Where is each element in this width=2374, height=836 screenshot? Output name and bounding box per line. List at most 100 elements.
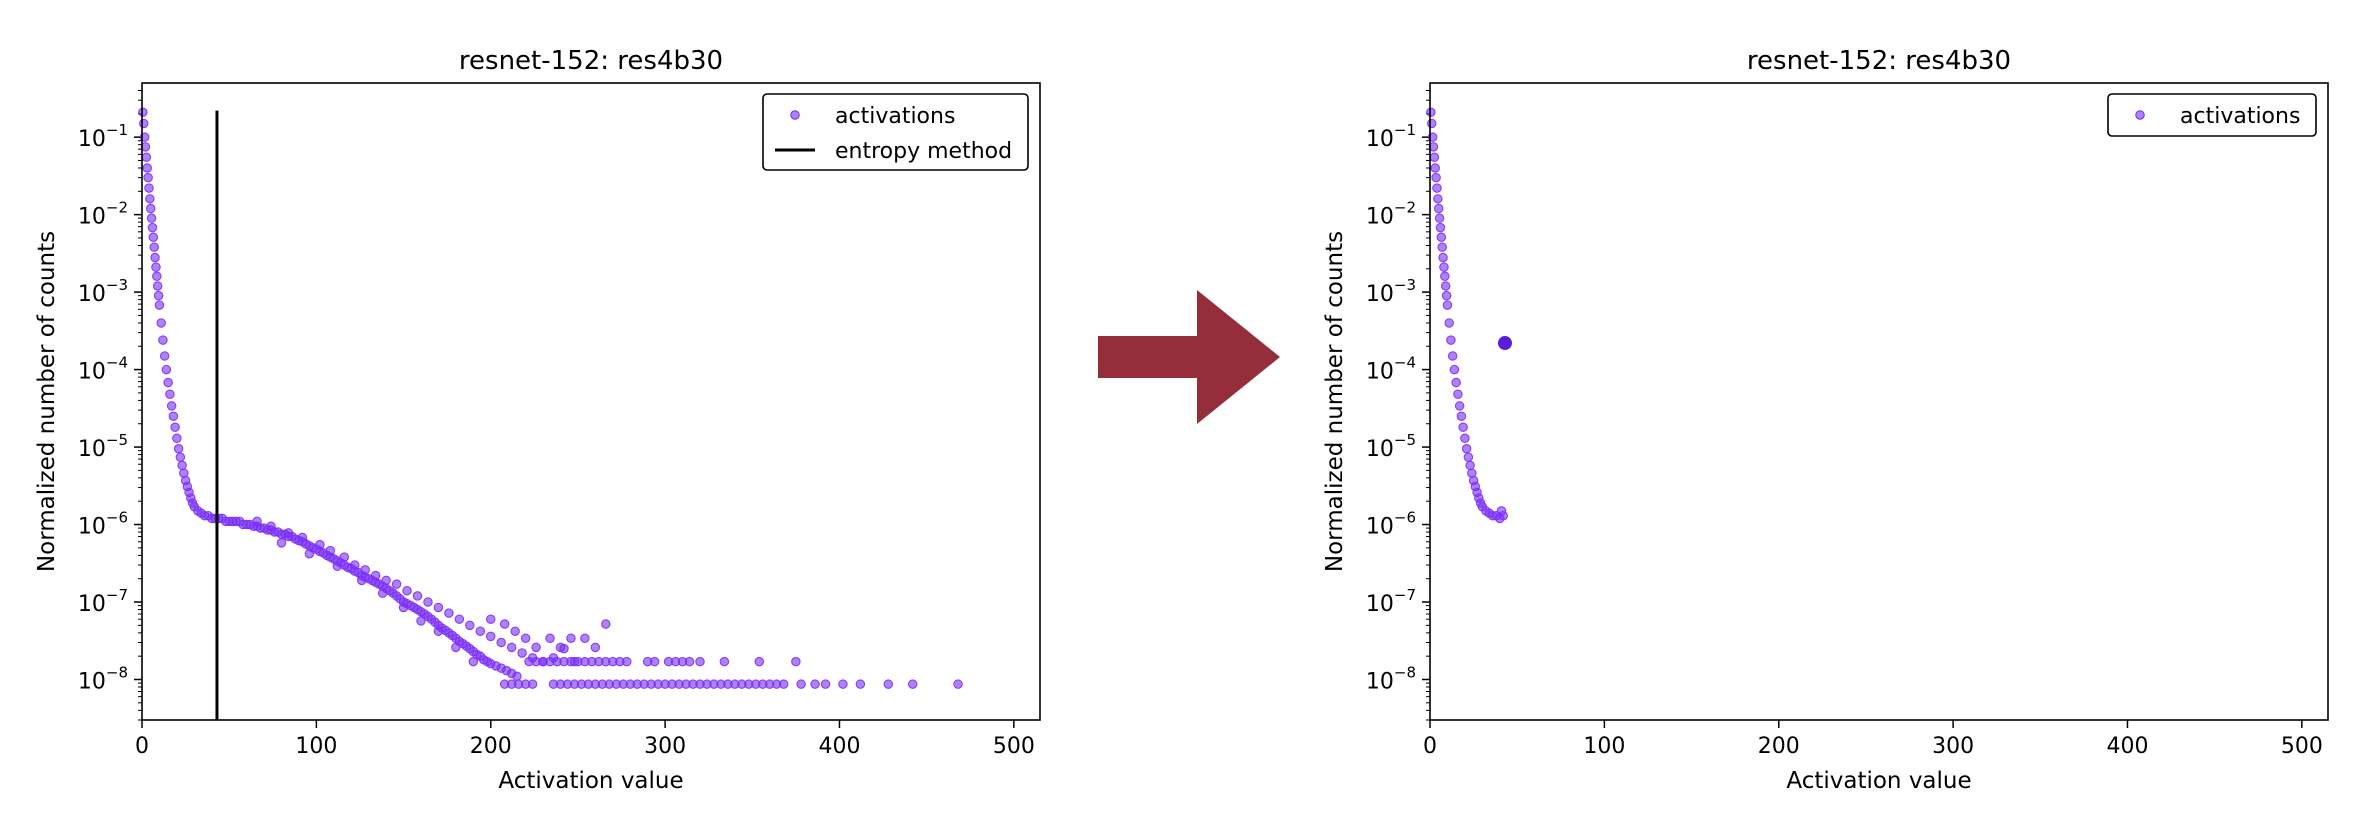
x-tick-label: 400	[818, 734, 860, 759]
y-tick-label: 10−8	[1366, 663, 1416, 694]
y-tick-exponent: −6	[106, 509, 128, 527]
activation-point	[1456, 411, 1467, 421]
activation-point	[621, 656, 632, 667]
activation-point	[148, 232, 159, 243]
activation-point	[1426, 118, 1437, 129]
activation-point	[283, 528, 294, 538]
activation-point	[545, 633, 555, 644]
y-tick-label: 10−3	[1366, 276, 1416, 307]
activation-point	[141, 152, 152, 163]
activation-point	[149, 242, 159, 252]
activation-point	[838, 679, 848, 689]
y-tick-base: 10	[1366, 360, 1394, 385]
activation-point	[1438, 252, 1448, 263]
activation-point	[1434, 213, 1445, 223]
activation-point	[499, 619, 510, 629]
legend: activations entropy method	[762, 93, 1029, 171]
activation-point	[953, 679, 963, 689]
chart-panel-2: resnet-152: res4b30 Activation value Norma…	[1322, 46, 2329, 794]
legend-label: activations	[2180, 104, 2300, 129]
chart-title: resnet-152: res4b30	[459, 46, 723, 76]
activation-point	[1440, 271, 1450, 282]
activation-point	[152, 271, 162, 282]
activation-point	[402, 585, 412, 596]
y-tick-label: 10−5	[1366, 431, 1416, 462]
activation-point	[177, 460, 187, 471]
activation-point	[512, 671, 522, 682]
activation-point	[398, 602, 409, 613]
activation-point	[370, 570, 381, 581]
y-tick-label: 10−6	[78, 509, 128, 540]
activation-point	[580, 633, 590, 644]
activation-point	[433, 626, 444, 636]
activation-point	[304, 548, 315, 559]
activation-point	[810, 679, 820, 689]
activation-point	[144, 183, 154, 193]
y-tick-base: 10	[78, 127, 106, 152]
y-tick-label: 10−1	[1366, 121, 1416, 152]
highlight-point	[1497, 336, 1512, 351]
x-tick-label: 100	[1583, 734, 1625, 759]
y-tick-base: 10	[78, 515, 106, 540]
activation-point	[719, 656, 730, 667]
activation-point	[1432, 183, 1442, 193]
y-tick-label: 10−1	[78, 121, 128, 152]
activation-point	[1429, 152, 1440, 163]
y-axis-label: Normalized number of counts	[1322, 231, 1348, 572]
activation-point	[423, 597, 433, 607]
activation-point	[159, 351, 170, 361]
activation-point	[555, 642, 566, 653]
activation-point	[1498, 510, 1508, 521]
legend-box	[762, 93, 1029, 171]
activation-point	[163, 377, 173, 388]
chart-title: resnet-152: res4b30	[1747, 46, 2011, 76]
activation-point	[1454, 401, 1465, 411]
legend-marker	[790, 110, 800, 120]
transition-arrow-icon	[1098, 290, 1280, 424]
y-tick-label: 10−4	[78, 354, 128, 385]
activation-point	[485, 631, 496, 642]
y-tick-exponent: −2	[1394, 199, 1416, 217]
legend-box	[2107, 93, 2317, 137]
activation-point	[566, 633, 576, 644]
y-tick-label: 10−5	[78, 431, 128, 462]
y-tick-exponent: −7	[1394, 586, 1416, 604]
y-tick-exponent: −1	[1394, 121, 1416, 139]
y-tick-label: 10−6	[1366, 509, 1416, 540]
activation-point	[297, 532, 308, 543]
y-tick-exponent: −3	[106, 276, 128, 294]
activation-point	[451, 642, 461, 653]
activation-point	[158, 335, 168, 345]
plot-frame	[141, 82, 1041, 721]
activation-point	[1442, 300, 1453, 310]
legend-marker	[2135, 110, 2145, 120]
y-tick-base: 10	[78, 669, 106, 694]
activation-point	[1447, 351, 1458, 361]
activation-point	[360, 565, 370, 575]
y-tick-base: 10	[1366, 437, 1394, 462]
legend-label: entropy method	[835, 139, 1012, 164]
chart-panel-1: resnet-152: res4b30 Activation value Norma…	[34, 46, 1041, 794]
activation-point	[883, 679, 894, 689]
activation-point	[695, 656, 705, 667]
activation-point	[1431, 172, 1441, 183]
y-tick-label: 10−2	[1366, 199, 1416, 230]
y-tick-label: 10−3	[78, 276, 128, 307]
y-tick-label: 10−7	[1366, 586, 1416, 617]
activation-point	[173, 444, 184, 454]
activation-point	[510, 626, 520, 636]
x-tick-label: 300	[644, 734, 686, 759]
activation-point	[349, 560, 360, 570]
activation-point	[170, 422, 180, 433]
activation-point	[377, 588, 388, 598]
y-tick-label: 10−4	[1366, 354, 1416, 385]
x-tick-label: 500	[2281, 734, 2323, 759]
activation-point	[168, 411, 179, 421]
activation-point	[142, 163, 152, 173]
y-tick-exponent: −4	[106, 354, 128, 372]
activation-point	[820, 679, 831, 689]
activation-point	[1441, 290, 1452, 301]
x-tick-label: 500	[993, 734, 1035, 759]
y-tick-base: 10	[78, 360, 106, 385]
